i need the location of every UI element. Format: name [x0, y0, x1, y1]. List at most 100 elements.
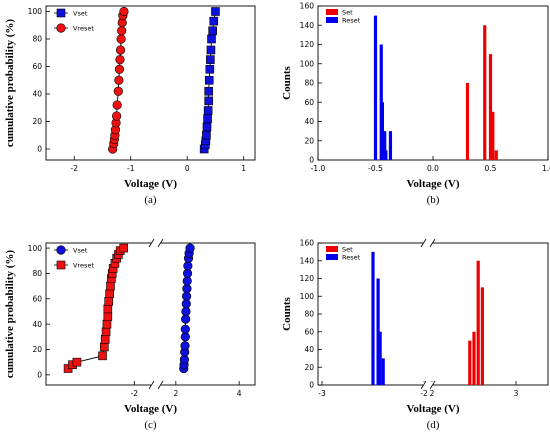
legend-label-vset: Vset: [73, 246, 88, 254]
x-tick-label: 1: [241, 164, 246, 173]
bar-set: [468, 340, 472, 385]
data-point-vreset: [119, 6, 129, 17]
data-point-vset: [208, 26, 217, 36]
bar-reset: [380, 102, 384, 160]
plot-frame: [317, 5, 549, 161]
data-point-vreset: [72, 357, 82, 367]
bar-reset: [373, 15, 378, 160]
x-tick-label: -2: [420, 389, 428, 398]
data-point-vset: [180, 324, 190, 334]
data-point-vreset: [115, 45, 126, 55]
y-tick-label: 80: [304, 310, 314, 319]
legend-label-vset: Vset: [73, 9, 88, 17]
y-tick-label: 100: [300, 292, 315, 301]
y-tick-label: 120: [300, 40, 315, 49]
plot-frame: [317, 242, 549, 386]
y-tick-label: 0: [309, 381, 314, 390]
x-tick-label: 4: [237, 389, 242, 398]
legend-label-set: Set: [342, 9, 353, 17]
data-point-vset: [204, 96, 213, 106]
axis-break-gap: [423, 240, 433, 246]
legend-swatch-reset: [326, 254, 338, 260]
y-axis-label: Counts: [281, 65, 293, 99]
data-point-vreset: [119, 243, 129, 253]
bar-reset: [388, 131, 393, 160]
data-point-vset: [207, 34, 216, 44]
bar-reset: [376, 278, 380, 385]
data-point-vset: [182, 291, 192, 301]
y-tick-label: 20: [32, 345, 42, 354]
y-tick-label: 0: [309, 156, 314, 165]
data-point-vreset: [100, 335, 110, 344]
data-point-vset: [202, 122, 212, 132]
x-tick-label: 1.0: [542, 164, 550, 173]
panel-caption: (c): [144, 419, 157, 431]
axis-break-mark: [429, 380, 436, 390]
axis-break-mark: [420, 380, 427, 390]
bar-set: [472, 331, 476, 385]
x-tick-label: -2: [71, 164, 79, 173]
data-point-vreset: [104, 297, 114, 306]
legend-label-vreset: Vreset: [73, 24, 94, 32]
y-tick-label: 100: [300, 59, 315, 68]
y-tick-label: 100: [28, 7, 43, 16]
y-tick-label: 40: [32, 320, 42, 329]
bar-reset: [378, 331, 382, 385]
y-tick-label: 0: [37, 145, 42, 154]
y-tick-label: 60: [32, 62, 42, 71]
y-tick-label: 160: [300, 2, 315, 11]
data-point-vreset: [112, 111, 122, 121]
legend-label-vreset: Vreset: [73, 261, 94, 269]
x-tick-label: -3: [318, 389, 326, 398]
data-point-vset: [182, 276, 192, 286]
data-point-vreset: [100, 342, 109, 352]
data-point-vset: [181, 306, 191, 317]
bar-set: [488, 54, 493, 160]
data-point-vset: [211, 7, 220, 16]
x-tick-label: -1: [127, 164, 135, 173]
bar-set: [465, 83, 470, 160]
y-tick-label: 40: [304, 345, 314, 354]
y-tick-label: 20: [304, 363, 314, 372]
axis-break-mark: [148, 380, 155, 390]
panel-caption: (d): [427, 419, 440, 431]
chart-panel-c: 0 20 40 60 80 100 -2 2 4 Vset Vreset Voltage (V) cum…: [4, 238, 256, 431]
axis-break-mark: [148, 238, 155, 248]
x-tick-label: 2: [173, 389, 178, 398]
y-tick-label: 80: [32, 35, 42, 44]
bar-reset: [371, 251, 375, 385]
data-point-vset: [181, 299, 191, 309]
data-point-vset: [209, 16, 219, 26]
legend-marker-vset: [56, 245, 66, 255]
data-point-vset: [180, 341, 190, 351]
y-tick-label: 100: [28, 244, 43, 253]
y-axis-label: cumulative probability (%): [4, 250, 16, 378]
bar-reset: [384, 150, 388, 160]
legend-marker-vreset: [56, 23, 66, 33]
data-point-vset: [204, 75, 214, 85]
x-axis-label: Voltage (V): [406, 178, 459, 190]
y-tick-label: 40: [304, 117, 314, 126]
y-tick-label: 80: [304, 79, 314, 88]
legend-swatch-reset: [326, 17, 338, 23]
axis-break-mark: [157, 238, 164, 248]
data-point-vreset: [101, 327, 111, 337]
data-point-vreset: [103, 312, 113, 321]
legend-swatch-set: [326, 246, 338, 252]
panel-caption: (b): [427, 194, 440, 206]
x-axis-label: Voltage (V): [406, 403, 459, 415]
y-axis-label: cumulative probability (%): [4, 19, 16, 147]
data-point-vset: [179, 355, 189, 365]
y-tick-label: 20: [304, 136, 314, 145]
data-point-vreset: [117, 26, 127, 36]
data-point-vreset: [103, 304, 113, 314]
axis-break-mark: [429, 238, 436, 248]
y-tick-label: 40: [32, 90, 42, 99]
data-point-vreset: [114, 64, 125, 74]
data-point-vset: [181, 314, 191, 324]
x-tick-label: 0.5: [485, 164, 497, 173]
data-point-vset: [203, 114, 212, 124]
y-tick-label: 0: [37, 371, 42, 380]
bar-set: [494, 150, 498, 160]
data-point-vset: [206, 45, 216, 55]
